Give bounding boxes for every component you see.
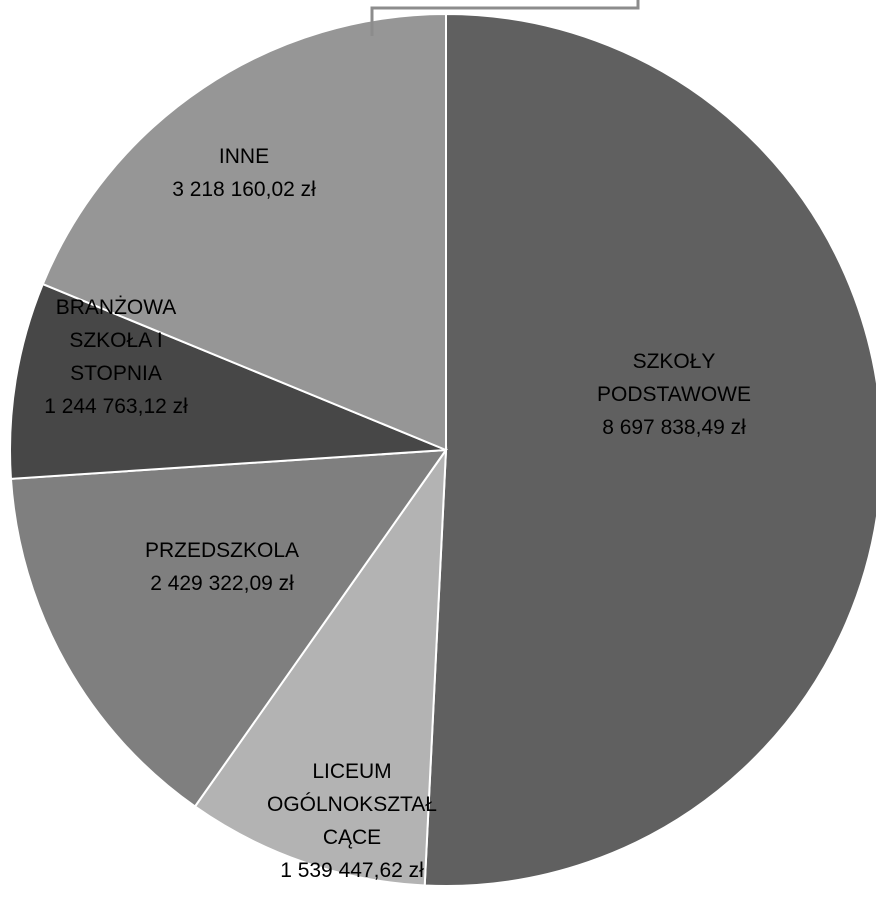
slice-value-label: 3 218 160,02 zł [172, 178, 316, 201]
slice-category-label: STOPNIA [70, 362, 162, 385]
slice-category-label: INNE [219, 145, 269, 168]
slice-category-label: PRZEDSZKOLA [145, 539, 299, 562]
pie-labels: SZKOŁY PODSTAWOWE 8 697 838,49 zł LICEUM OGÓ… [44, 145, 751, 882]
slice-label-4: BRANŻOWA SZKOŁA I STOPNIA 1 244 763,12 zł [44, 296, 188, 418]
slice-category-label: SZKOŁA I [69, 329, 162, 352]
slice-value-label: 2 429 322,09 zł [150, 572, 294, 595]
slice-label-1: SZKOŁY PODSTAWOWE 8 697 838,49 zł [597, 350, 751, 439]
slice-value-label: 1 244 763,12 zł [44, 395, 188, 418]
slice-value-label: 8 697 838,49 zł [602, 416, 746, 439]
leader-line-group [370, 0, 640, 36]
pie-slice-4 [9, 282, 447, 480]
pie-slice-1 [423, 12, 876, 887]
slice-category-label: SZKOŁY [633, 350, 716, 373]
slice-label-5: INNE 3 218 160,02 zł [172, 145, 316, 201]
slice-label-2: LICEUM OGÓLNOKSZTAŁ CĄCE 1 539 447,62 zł [267, 760, 437, 882]
slice-label-3: PRZEDSZKOLA 2 429 322,09 zł [145, 539, 299, 595]
pie-slice-3 [9, 448, 449, 808]
pie-slices [9, 12, 876, 887]
leader-line [370, 0, 640, 36]
slice-category-label: CĄCE [323, 826, 381, 849]
slice-category-label: OGÓLNOKSZTAŁ [267, 793, 437, 816]
slice-value-label: 1 539 447,62 zł [280, 859, 424, 882]
pie-slice-5 [41, 12, 447, 452]
slice-category-label: PODSTAWOWE [597, 383, 751, 406]
slice-category-label: LICEUM [312, 760, 391, 783]
slice-category-label: BRANŻOWA [56, 296, 177, 319]
pie-slice-2 [193, 446, 448, 887]
